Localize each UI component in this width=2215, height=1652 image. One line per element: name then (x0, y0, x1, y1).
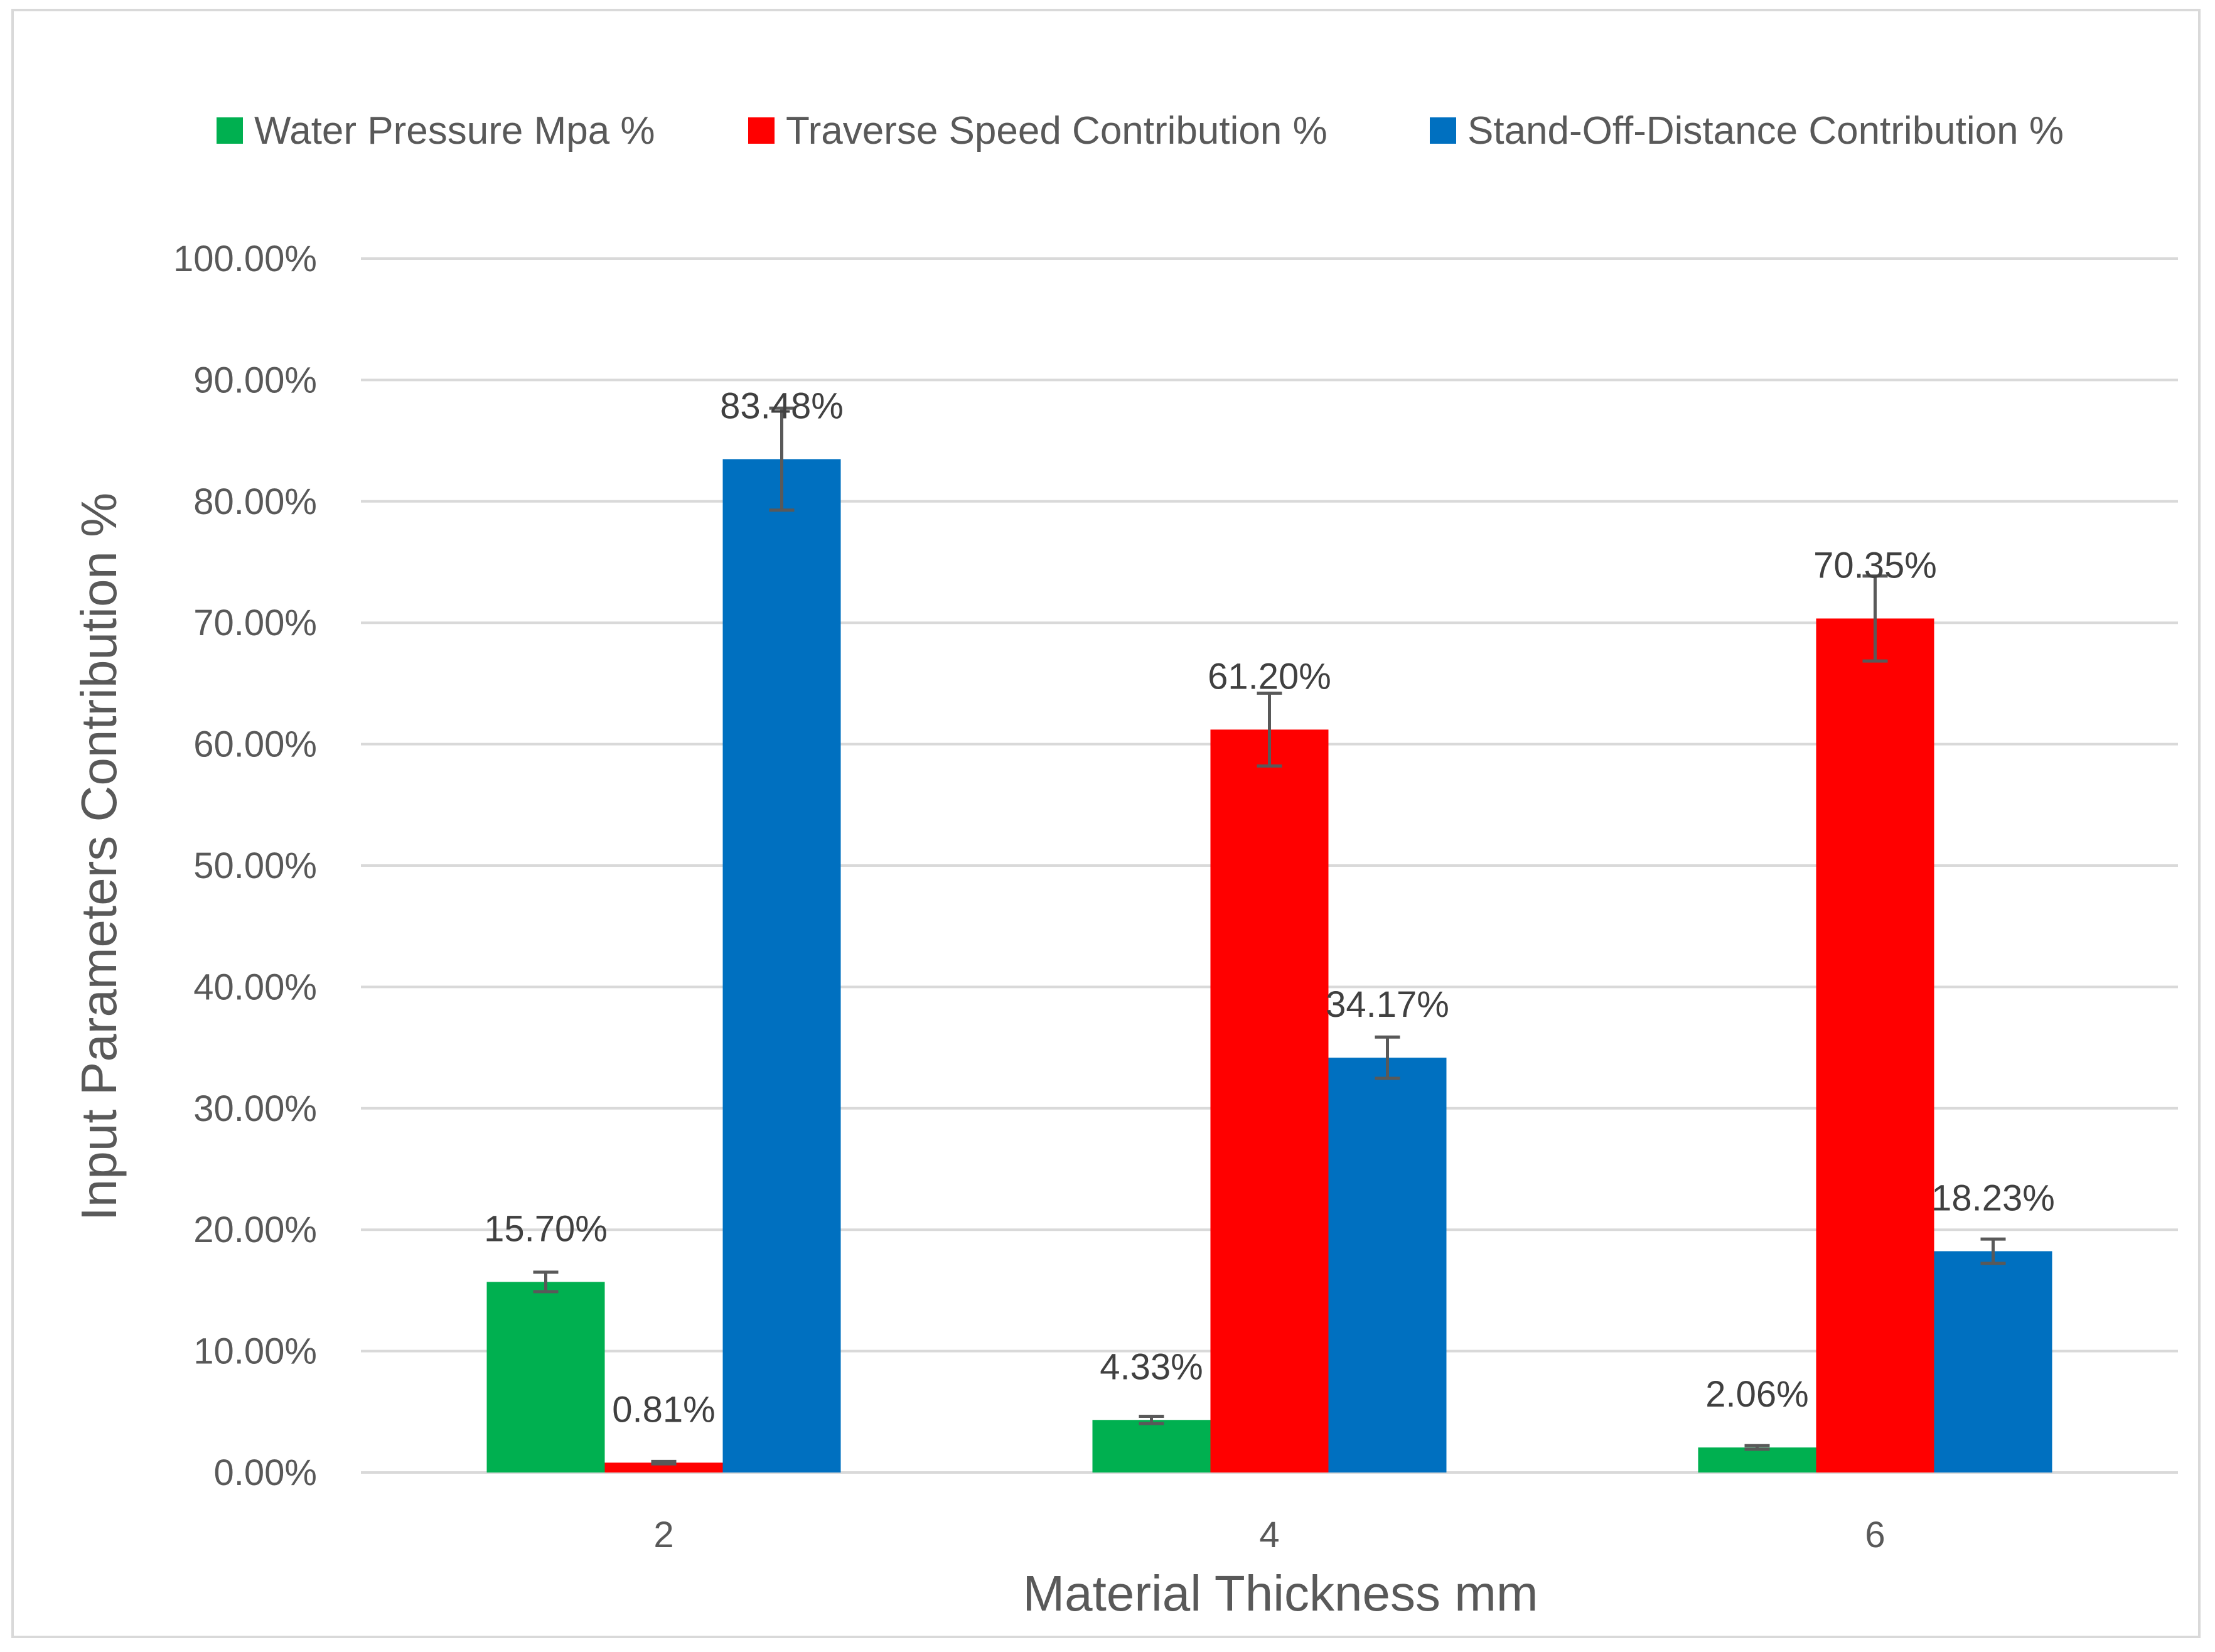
y-tick-label: 0.00% (214, 1452, 317, 1493)
legend-swatch (748, 117, 775, 144)
y-tick-label: 10.00% (193, 1331, 317, 1372)
data-label: 0.81% (612, 1389, 715, 1430)
y-tick-label: 20.00% (193, 1210, 317, 1250)
y-tick-label: 90.00% (193, 360, 317, 400)
x-tick-label: 6 (1865, 1515, 1885, 1555)
y-tick-label: 50.00% (193, 845, 317, 886)
bar (486, 1282, 605, 1472)
data-label: 34.17% (1326, 984, 1449, 1025)
bar (1934, 1251, 2052, 1472)
x-axis-title: Material Thickness mm (1023, 1565, 1538, 1621)
error-bars (533, 406, 2006, 1466)
legend-label: Water Pressure Mpa % (254, 109, 655, 153)
bar (1698, 1447, 1816, 1472)
bars (486, 459, 2052, 1472)
bar (1816, 618, 1934, 1472)
legend-label: Traverse Speed Contribution % (786, 109, 1327, 153)
y-tick-label: 70.00% (193, 603, 317, 643)
y-tick-label: 80.00% (193, 481, 317, 522)
data-label: 2.06% (1705, 1374, 1808, 1415)
bar (722, 459, 841, 1472)
data-label: 15.70% (484, 1208, 608, 1249)
x-tick-label: 2 (653, 1515, 673, 1555)
legend: Water Pressure Mpa % Traverse Speed Contr… (217, 109, 2064, 153)
legend-swatch (1430, 117, 1456, 144)
legend-swatch (217, 117, 243, 144)
data-label: 4.33% (1100, 1346, 1203, 1387)
bar (604, 1462, 723, 1472)
data-labels: 15.70% 0.81% 83.48% 4.33% 61.20% 34.17% 2.06% 7… (484, 385, 2055, 1430)
bar (1210, 729, 1329, 1472)
bar (1328, 1058, 1447, 1472)
x-tick-label: 4 (1259, 1515, 1279, 1555)
y-tick-label: 40.00% (193, 967, 317, 1007)
legend-label: Stand-Off-Distance Contribution % (1467, 109, 2064, 153)
data-label: 61.20% (1208, 656, 1331, 697)
data-label: 83.48% (720, 385, 844, 426)
x-axis-ticks: 2 4 6 (653, 1515, 1885, 1555)
y-tick-label: 100.00% (173, 239, 317, 279)
y-tick-label: 60.00% (193, 724, 317, 765)
data-label: 70.35% (1813, 545, 1937, 586)
data-label: 18.23% (1931, 1177, 2055, 1218)
y-axis-ticks: 0.00% 10.00% 20.00% 30.00% 40.00% 50.00% 60.00… (173, 239, 317, 1493)
y-tick-label: 30.00% (193, 1088, 317, 1129)
bar (1092, 1420, 1211, 1472)
y-axis-title: Input Parameters Contribution % (71, 493, 127, 1221)
